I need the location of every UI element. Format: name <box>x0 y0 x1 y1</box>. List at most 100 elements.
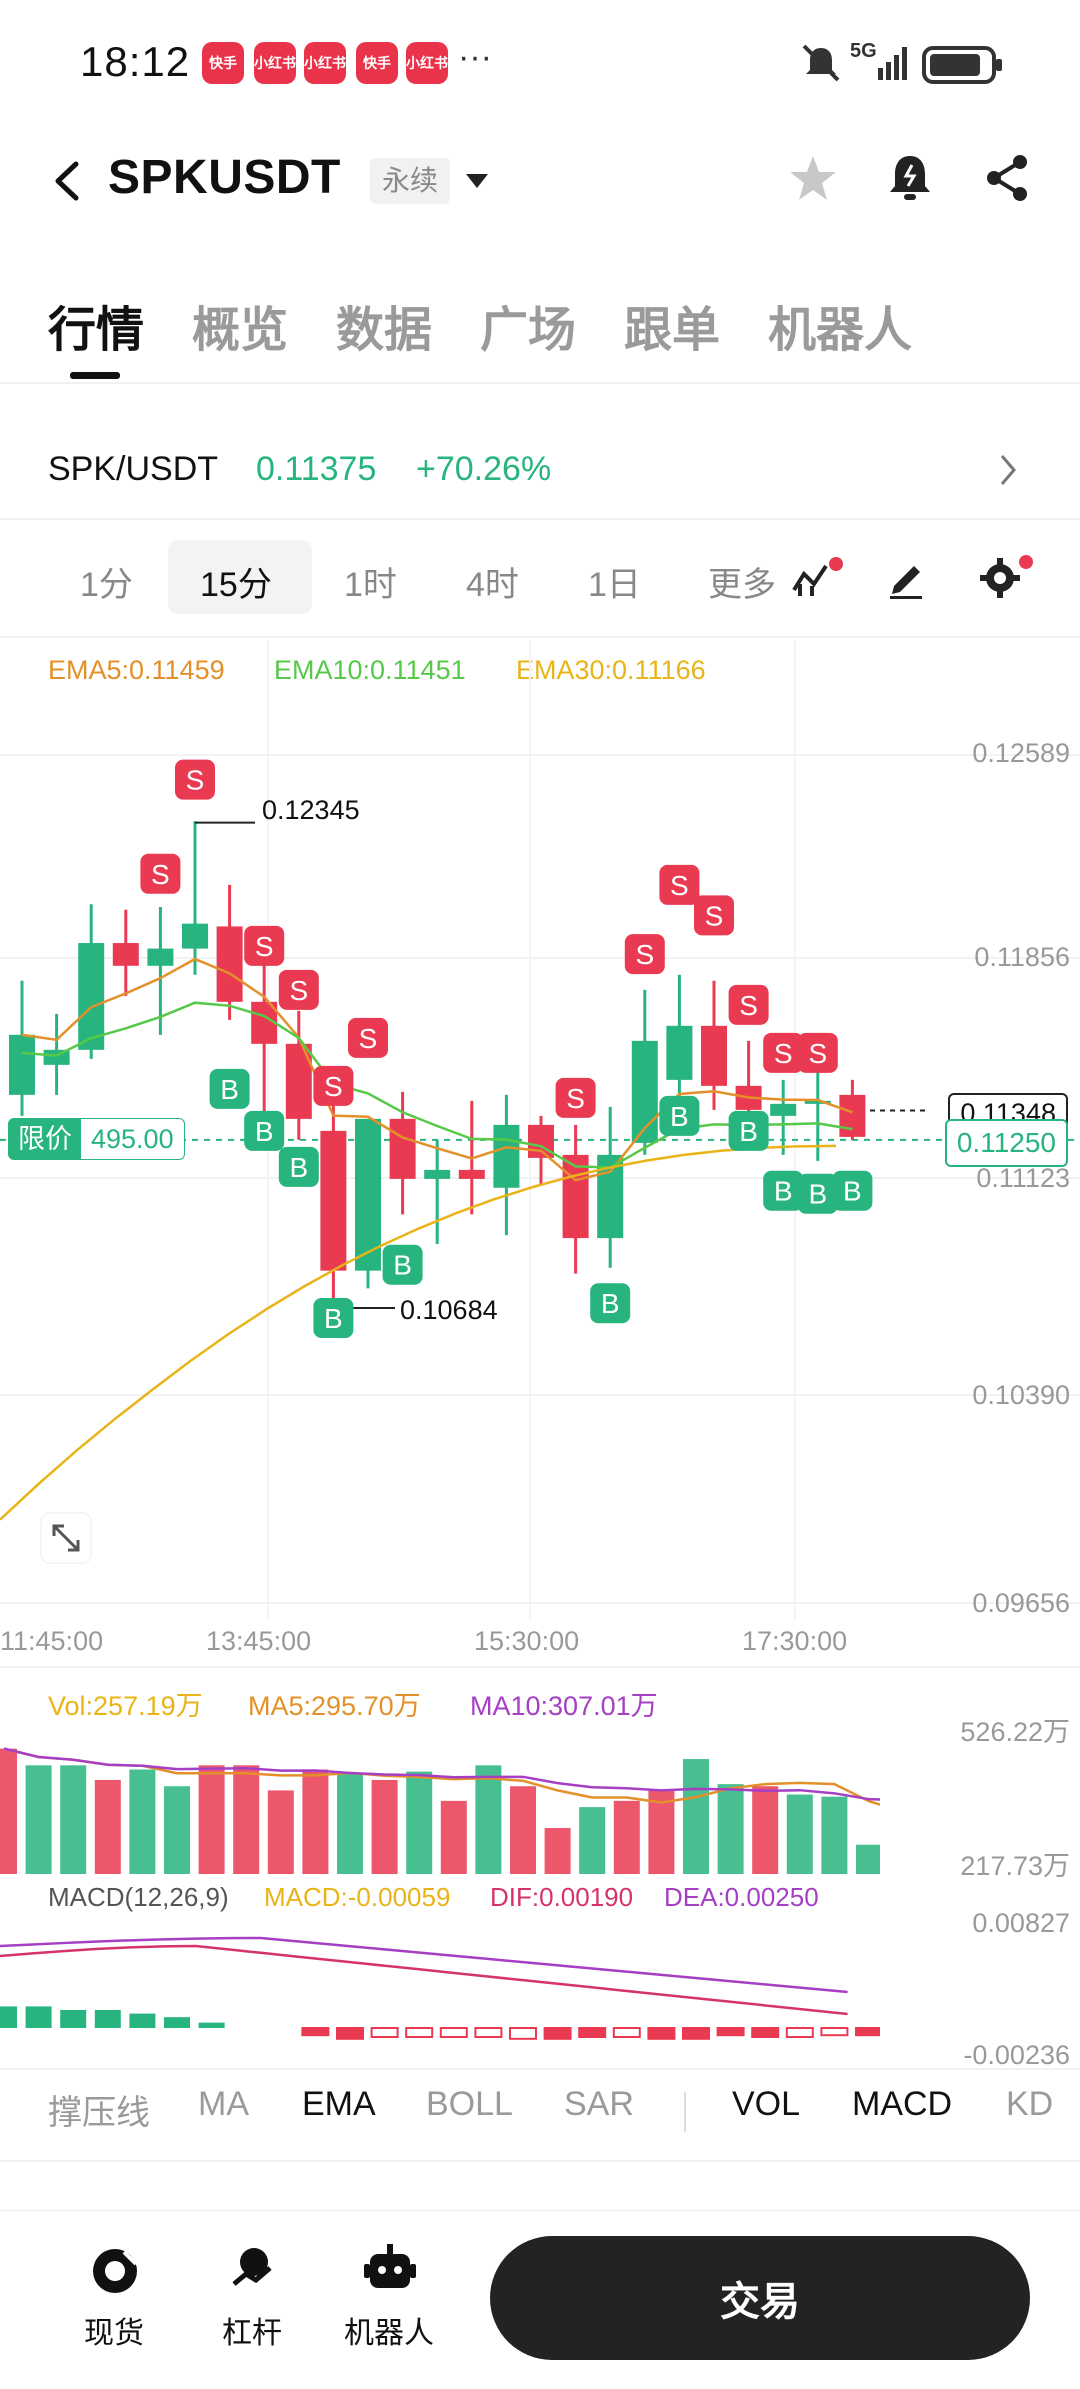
sell-marker <box>763 1032 804 1073</box>
sell-marker <box>694 895 734 936</box>
candle-body <box>631 1040 658 1143</box>
candle-body <box>216 926 243 1002</box>
margin-icon[interactable] <box>224 2244 280 2298</box>
sell-marker-label: S <box>774 1038 793 1069</box>
spot-icon[interactable] <box>88 2244 142 2298</box>
sell-marker <box>313 1065 354 1106</box>
favorite-star-icon[interactable] <box>786 152 840 206</box>
draw-pen-icon[interactable] <box>884 556 928 600</box>
buy-marker-label: B <box>324 1303 343 1334</box>
sell-marker-label: S <box>255 931 274 962</box>
indicator-tab-boll[interactable]: BOLL <box>426 2085 513 2123</box>
tab-copy-trading[interactable]: 跟单 <box>624 304 721 357</box>
divider <box>0 382 1080 384</box>
buy-marker <box>244 1110 285 1151</box>
candle-body <box>112 943 139 966</box>
macd-histogram-bar <box>509 2027 537 2040</box>
robot-icon[interactable] <box>362 2240 418 2296</box>
indicator-separator <box>684 2092 686 2132</box>
indicator-tab-kd[interactable]: KD <box>1006 2085 1054 2123</box>
ema10-line <box>21 1001 853 1169</box>
volume-bar <box>371 1779 398 1874</box>
macd-histogram-bar <box>682 2027 710 2040</box>
notification-app-icon: 快手 <box>356 42 398 84</box>
ema30-line <box>0 1144 837 1521</box>
fullscreen-expand-icon[interactable] <box>40 1512 92 1564</box>
trade-button[interactable]: 交易 <box>490 2236 1030 2360</box>
sell-marker-label: S <box>705 900 724 931</box>
buy-marker-label: B <box>601 1288 620 1319</box>
network-type: 5G <box>850 40 877 62</box>
limit-order-label[interactable]: 限价 <box>8 1118 82 1160</box>
macd-histogram-bar <box>578 2027 607 2038</box>
interval-4h[interactable]: 4时 <box>466 566 519 604</box>
indicator-tab-vol[interactable]: VOL <box>732 2085 801 2123</box>
candle-body <box>701 1025 727 1086</box>
interval-15m[interactable]: 15分 <box>200 566 272 604</box>
volume-bar <box>302 1769 329 1874</box>
price-axis-label: 0.10390 <box>972 1380 1070 1410</box>
candle-body <box>562 1154 589 1239</box>
interval-1h[interactable]: 1时 <box>344 566 397 604</box>
divider <box>0 518 1080 520</box>
indicator-chart-icon[interactable] <box>790 556 844 600</box>
notification-app-icon: 小红书 <box>254 42 296 84</box>
nav-margin-label[interactable]: 杠杆 <box>222 2317 282 2350</box>
volume-bar <box>267 1790 294 1874</box>
time-axis-label: 11:45:00 <box>0 1626 104 1656</box>
price-alert-bell-icon[interactable] <box>884 150 936 206</box>
chevron-right-icon[interactable] <box>996 452 1020 488</box>
ticker-pair: SPK/USDT <box>48 450 219 488</box>
tab-bots[interactable]: 机器人 <box>768 304 913 357</box>
divider <box>0 1666 1080 1668</box>
tab-data[interactable]: 数据 <box>336 304 433 357</box>
indicator-tab-macd[interactable]: MACD <box>852 2085 953 2123</box>
macd-dea-line <box>0 1936 848 1994</box>
indicator-tab-ema[interactable]: EMA <box>302 2085 376 2123</box>
indicator-tab-sar[interactable]: SAR <box>564 2085 634 2123</box>
volume-bar <box>337 1773 363 1874</box>
price-axis-label: 0.11856 <box>974 942 1070 972</box>
notification-app-icon: 小红书 <box>304 42 346 84</box>
interval-more[interactable]: 更多 <box>708 566 774 604</box>
interval-1m[interactable]: 1分 <box>80 566 133 604</box>
ema10-legend: EMA10:0.11451 <box>274 655 466 685</box>
page-title[interactable]: SPKUSDT <box>108 151 341 204</box>
tab-square[interactable]: 广场 <box>480 304 577 357</box>
time-axis-label: 13:45:00 <box>206 1626 312 1656</box>
volume-bar <box>648 1790 675 1874</box>
sell-marker-label: S <box>324 1071 343 1102</box>
limit-order-value[interactable]: 495.00 <box>80 1118 185 1160</box>
sell-marker <box>348 1017 388 1058</box>
sell-marker-label: S <box>635 939 654 970</box>
nav-bot-label[interactable]: 机器人 <box>344 2317 434 2350</box>
buy-marker-label: B <box>393 1250 412 1281</box>
chevron-down-icon[interactable] <box>462 168 492 194</box>
back-icon[interactable] <box>48 158 88 204</box>
ema30-legend: EMA30:0.11166 <box>516 655 706 685</box>
volume-bar <box>198 1765 225 1874</box>
macd-histogram-bar <box>785 2027 814 2038</box>
volume-axis-top: 526.22万 <box>960 1717 1070 1747</box>
macd-dif-line <box>0 1944 848 2016</box>
volume-bar <box>821 1796 848 1874</box>
candle-body <box>320 1130 347 1271</box>
interval-1d[interactable]: 1日 <box>588 566 641 604</box>
settings-gear-icon[interactable] <box>978 554 1034 600</box>
volume-bar <box>129 1769 156 1874</box>
share-icon[interactable] <box>980 150 1034 206</box>
candle-body <box>9 1034 35 1095</box>
indicator-tab-ma[interactable]: MA <box>198 2085 249 2123</box>
volume-ma5-legend: MA5:295.70万 <box>248 1691 421 1721</box>
indicator-tab-support-resistance[interactable]: 撑压线 <box>48 2094 150 2132</box>
nav-spot-label[interactable]: 现货 <box>84 2317 144 2350</box>
tab-overview[interactable]: 概览 <box>192 304 289 357</box>
sell-marker <box>175 759 215 800</box>
mute-icon <box>802 44 840 82</box>
macd-histogram-bar <box>543 2027 572 2040</box>
buy-marker <box>797 1173 838 1214</box>
tab-market[interactable]: 行情 <box>48 304 145 357</box>
macd-histogram-bar <box>855 2027 880 2037</box>
sell-marker-label: S <box>670 870 689 901</box>
